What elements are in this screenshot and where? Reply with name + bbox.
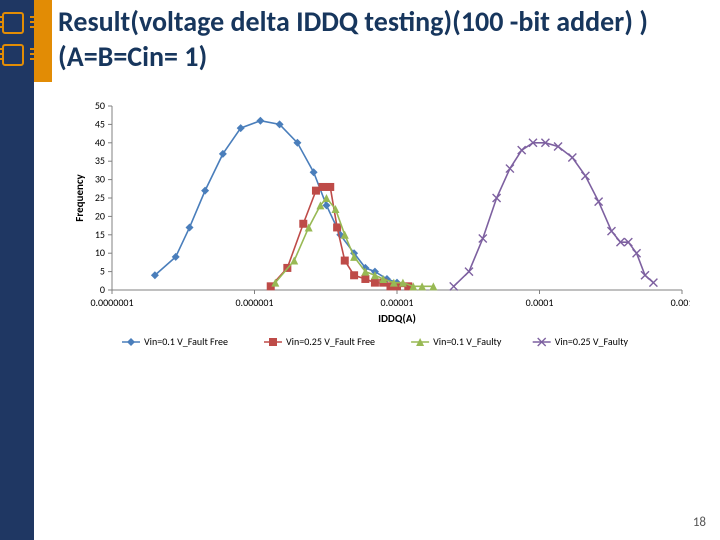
slide-title: Result(voltage delta IDDQ testing)(100 -… bbox=[58, 4, 708, 74]
accent-bar bbox=[34, 0, 52, 82]
iddq-chart: 0 5 10 15 20 25 30 35 40 45 50 0.0000001 0.000001 0.0… bbox=[70, 100, 690, 330]
svg-text:Vin=0.25 V_Fault Free: Vin=0.25 V_Fault Free bbox=[286, 335, 375, 348]
chip-icon bbox=[2, 12, 32, 34]
svg-text:Frequency: Frequency bbox=[73, 173, 86, 221]
svg-text:30: 30 bbox=[95, 173, 105, 186]
chip-icon bbox=[2, 44, 32, 66]
svg-text:10: 10 bbox=[95, 246, 105, 259]
svg-text:0.0001: 0.0001 bbox=[526, 296, 554, 309]
svg-text:0: 0 bbox=[100, 283, 105, 296]
svg-text:5: 5 bbox=[100, 265, 105, 278]
svg-text:Vin=0.1 V_Faulty: Vin=0.1 V_Faulty bbox=[433, 335, 502, 348]
svg-text:15: 15 bbox=[95, 228, 105, 241]
svg-text:Vin=0.1 V_Fault Free: Vin=0.1 V_Fault Free bbox=[144, 335, 228, 348]
svg-text:40: 40 bbox=[95, 136, 105, 149]
svg-text:0.0000001: 0.0000001 bbox=[90, 296, 133, 309]
svg-text:20: 20 bbox=[95, 209, 105, 222]
svg-text:35: 35 bbox=[95, 154, 105, 167]
svg-text:25: 25 bbox=[95, 191, 105, 204]
svg-text:0.000001: 0.000001 bbox=[235, 296, 273, 309]
page-number: 18 bbox=[693, 515, 706, 530]
svg-text:0.001: 0.001 bbox=[671, 296, 690, 309]
svg-text:IDDQ(A): IDDQ(A) bbox=[378, 312, 416, 325]
svg-text:45: 45 bbox=[95, 117, 105, 130]
svg-text:0.00001: 0.00001 bbox=[381, 296, 414, 309]
svg-text:Vin=0.25 V_Faulty: Vin=0.25 V_Faulty bbox=[555, 335, 629, 348]
svg-text:50: 50 bbox=[95, 100, 105, 112]
left-stripe bbox=[0, 0, 34, 540]
